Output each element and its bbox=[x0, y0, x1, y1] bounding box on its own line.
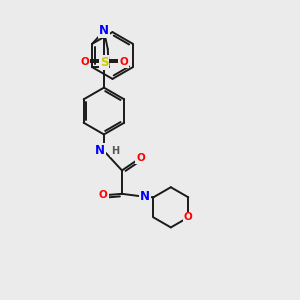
Text: N: N bbox=[140, 190, 150, 203]
Text: O: O bbox=[136, 153, 145, 163]
Text: O: O bbox=[80, 57, 89, 68]
Text: N: N bbox=[95, 144, 105, 158]
Text: N: N bbox=[99, 24, 109, 38]
Text: S: S bbox=[100, 56, 108, 69]
Text: O: O bbox=[184, 212, 193, 222]
Text: H: H bbox=[111, 146, 119, 156]
Text: O: O bbox=[99, 190, 108, 200]
Text: O: O bbox=[119, 57, 128, 68]
